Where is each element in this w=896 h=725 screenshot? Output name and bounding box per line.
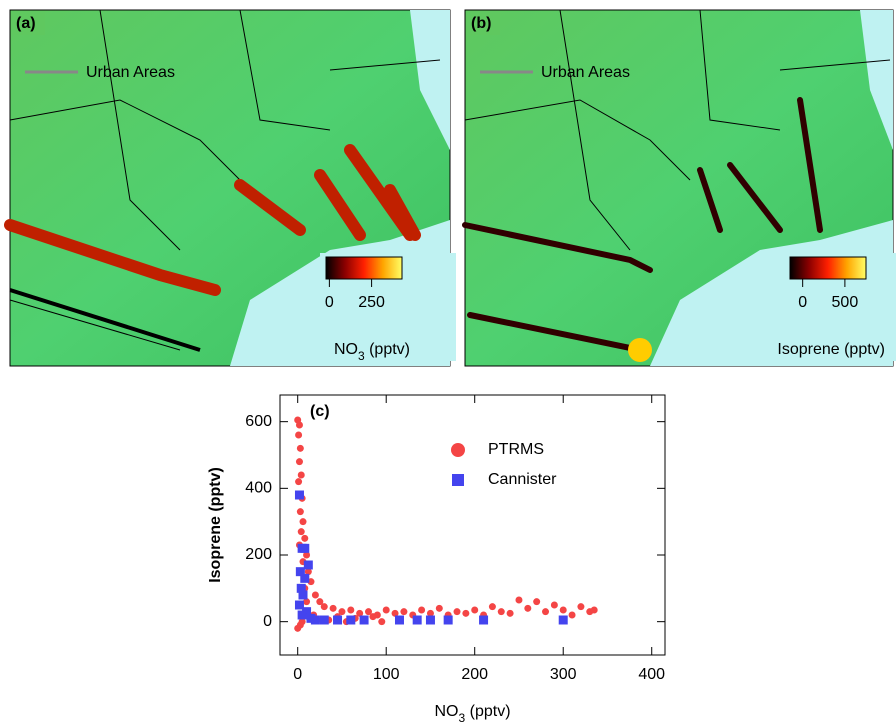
- ptrms-point: [369, 613, 376, 620]
- ptrms-point: [524, 605, 531, 612]
- x-tick-label: 0: [293, 666, 302, 683]
- ptrms-point: [297, 508, 304, 515]
- cannister-point: [333, 616, 342, 625]
- ptrms-point: [436, 605, 443, 612]
- cannister-point: [395, 616, 404, 625]
- cannister-point: [346, 616, 355, 625]
- x-axis-label-part: NO: [434, 703, 458, 720]
- legend-label: PTRMS: [488, 441, 544, 458]
- x-axis-label-part: (pptv): [465, 703, 510, 720]
- y-tick-label: 400: [245, 480, 272, 497]
- cannister-point: [298, 611, 307, 620]
- ptrms-point: [471, 607, 478, 614]
- ptrms-point: [298, 472, 305, 479]
- ptrms-point: [577, 603, 584, 610]
- colorbar-tick-label: 0: [325, 294, 334, 311]
- colorbar-title: Isoprene (pptv): [777, 341, 885, 358]
- ptrms-point: [378, 618, 385, 625]
- cannister-point: [444, 616, 453, 625]
- y-axis-label: Isoprene (pptv): [207, 467, 224, 583]
- panel-label: (c): [310, 403, 330, 420]
- cannister-point: [299, 591, 308, 600]
- cannister-point: [320, 616, 329, 625]
- colorbar-title-part: NO: [334, 341, 358, 358]
- y-tick-label: 200: [245, 546, 272, 563]
- ptrms-point: [295, 478, 302, 485]
- ptrms-point: [301, 535, 308, 542]
- ptrms-point: [533, 598, 540, 605]
- ptrms-point: [300, 518, 307, 525]
- x-axis-label: NO3 (pptv): [434, 703, 510, 725]
- ptrms-point: [454, 608, 461, 615]
- x-tick-label: 100: [373, 666, 400, 683]
- scatter-plot: 0 100 200 300 400 0 200 400 600 (c) Isoprene (pptv…: [207, 395, 665, 725]
- figure: (a) Urban Areas 0 250 NO3 (pptv) (b) Urban Are…: [0, 0, 896, 725]
- legend-marker: [451, 443, 465, 457]
- colorbar: [790, 257, 866, 279]
- ptrms-point: [297, 622, 304, 629]
- colorbar-tick-label: 250: [358, 294, 385, 311]
- ptrms-point: [489, 603, 496, 610]
- ptrms-point: [507, 610, 514, 617]
- ptrms-point: [560, 607, 567, 614]
- ptrms-point: [347, 607, 354, 614]
- ptrms-point: [295, 432, 302, 439]
- ptrms-point: [297, 445, 304, 452]
- ptrms-point: [569, 612, 576, 619]
- ptrms-point: [296, 458, 303, 465]
- ptrms-point: [298, 528, 305, 535]
- cannister-point: [300, 544, 309, 553]
- x-tick-label: 300: [550, 666, 577, 683]
- cannister-point: [413, 616, 422, 625]
- y-tick-label: 600: [245, 413, 272, 430]
- ptrms-point: [321, 603, 328, 610]
- ptrms-point: [418, 607, 425, 614]
- x-tick-label: 200: [461, 666, 488, 683]
- legend-label: Urban Areas: [86, 64, 175, 81]
- cannister-point: [311, 616, 320, 625]
- panel-label: (a): [16, 15, 36, 32]
- ptrms-point: [542, 608, 549, 615]
- cannister-point: [360, 616, 369, 625]
- cannister-point: [304, 561, 313, 570]
- ptrms-point: [296, 422, 303, 429]
- colorbar-title-part: (pptv): [365, 341, 410, 358]
- colorbar: [326, 257, 402, 279]
- legend-label: Cannister: [488, 471, 557, 488]
- legend-label: Urban Areas: [541, 64, 630, 81]
- cannister-point: [295, 491, 304, 500]
- ptrms-point: [462, 610, 469, 617]
- ptrms-point: [330, 605, 337, 612]
- legend-marker: [452, 474, 464, 486]
- x-tick-label: 400: [638, 666, 665, 683]
- colorbar-title-part: Isoprene (pptv): [777, 341, 885, 358]
- ptrms-point: [498, 608, 505, 615]
- cannister-point: [300, 574, 309, 583]
- ptrms-point: [383, 607, 390, 614]
- ptrms-point: [591, 607, 598, 614]
- ptrms-point: [515, 597, 522, 604]
- ptrms-point: [312, 592, 319, 599]
- colorbar-tick-label: 0: [798, 294, 807, 311]
- panel-label: (b): [471, 15, 491, 32]
- cannister-point: [426, 616, 435, 625]
- cannister-point: [479, 616, 488, 625]
- ptrms-point: [400, 608, 407, 615]
- colorbar-tick-label: 500: [832, 294, 859, 311]
- cannister-point: [559, 616, 568, 625]
- ptrms-point: [551, 602, 558, 609]
- y-tick-label: 0: [263, 613, 272, 630]
